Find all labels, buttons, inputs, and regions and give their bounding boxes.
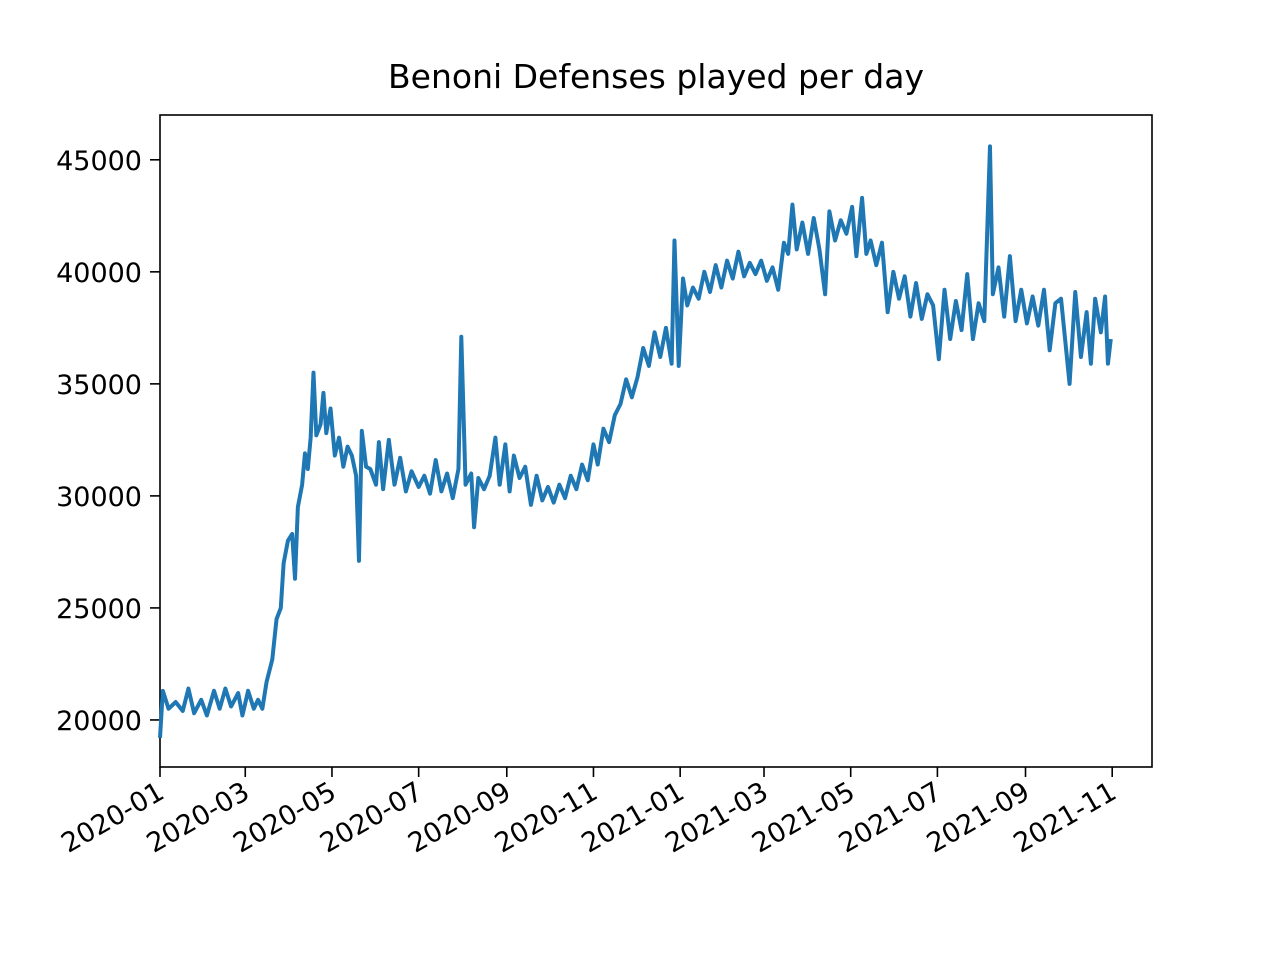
y-tick-label: 45000 — [56, 146, 142, 177]
y-tick-label: 40000 — [56, 258, 142, 289]
y-tick-label: 25000 — [56, 594, 142, 625]
chart-title: Benoni Defenses played per day — [388, 57, 924, 96]
plot-frame — [159, 114, 1153, 768]
y-tick-label: 35000 — [56, 370, 142, 401]
data-line — [158, 144, 1113, 738]
y-tick-label: 20000 — [56, 706, 142, 737]
y-tick-label: 30000 — [56, 482, 142, 513]
